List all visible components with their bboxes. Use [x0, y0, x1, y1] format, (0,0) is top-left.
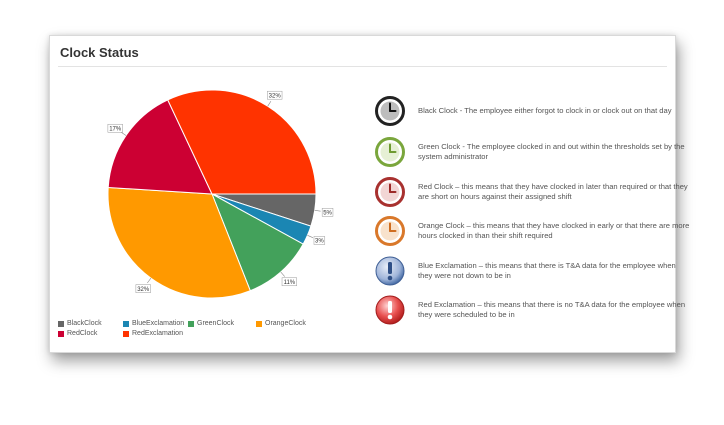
red-clock-icon — [375, 177, 405, 207]
legend-label: OrangeClock — [265, 320, 306, 327]
legend-item-greenclock[interactable]: GreenClock — [188, 320, 234, 327]
pie-data-label: 3% — [315, 239, 324, 245]
legend-swatch-redexclamation — [123, 330, 129, 337]
pie-label-leader — [120, 131, 127, 136]
status-row-blue-exclamation: Blue Exclamation – this means that there… — [375, 256, 690, 286]
pie-slice-redclock[interactable] — [107, 99, 213, 195]
pie-data-label: 11% — [284, 280, 296, 286]
status-row-green-clock: Green Clock - The employee clocked in an… — [375, 137, 690, 167]
legend-item-blackclock[interactable]: BlackClock — [58, 320, 102, 327]
pie-data-label: 32% — [137, 287, 150, 293]
legend-label: RedClock — [67, 330, 98, 337]
blue-exclamation-icon — [375, 256, 405, 286]
pie-label-leader — [314, 209, 321, 212]
legend-item-redexclamation[interactable]: RedExclamation — [123, 330, 183, 337]
pie-label-leader — [280, 271, 285, 277]
panel-title: Clock Status — [60, 45, 139, 60]
status-row-red-exclamation: Red Exclamation – this means that there … — [375, 295, 690, 325]
status-description: Red Exclamation – this means that there … — [418, 300, 686, 319]
legend-swatch-blueexclamation — [123, 320, 129, 327]
status-description: Orange Clock – this means that they have… — [418, 221, 690, 240]
status-row-red-clock: Red Clock – this means that they have cl… — [375, 177, 690, 207]
status-row-black-clock: Black Clock - The employee either forgot… — [375, 96, 690, 126]
pie-label-leader — [307, 235, 314, 238]
pie-label-box — [281, 277, 297, 287]
pie-data-label: 17% — [109, 126, 122, 132]
status-description: Red Clock – this means that they have cl… — [418, 182, 688, 201]
orange-clock-icon — [375, 216, 405, 246]
status-description: Green Clock - The employee clocked in an… — [418, 142, 685, 161]
legend-swatch-greenclock — [188, 320, 194, 327]
black-clock-icon — [375, 96, 405, 126]
status-row-orange-clock: Orange Clock – this means that they have… — [375, 216, 690, 246]
legend-item-orangeclock[interactable]: OrangeClock — [256, 320, 306, 327]
pie-data-label: 32% — [269, 93, 282, 99]
pie-label-box — [321, 208, 334, 217]
pie-label-leader — [267, 100, 272, 107]
pie-label-box — [107, 123, 123, 133]
legend-label: RedExclamation — [132, 330, 183, 337]
pie-label-box — [267, 90, 283, 100]
green-clock-icon — [375, 137, 405, 167]
pie-slice-redexclamation[interactable] — [167, 89, 317, 195]
title-divider — [58, 66, 667, 67]
status-description: Blue Exclamation – this means that there… — [418, 261, 676, 280]
legend-item-redclock[interactable]: RedClock — [58, 330, 97, 337]
legend-label: GreenClock — [197, 320, 234, 327]
status-description: Black Clock - The employee either forgot… — [418, 106, 672, 115]
legend-swatch-orangeclock — [256, 320, 262, 327]
pie-label-box — [313, 236, 326, 245]
pie-label-box — [135, 284, 151, 293]
legend-label: BlackClock — [67, 320, 102, 327]
pie-data-label: 5% — [323, 211, 332, 217]
pie-slice-greenclock[interactable] — [211, 192, 304, 292]
pie-slice-orangeclock[interactable] — [107, 186, 251, 299]
red-exclamation-icon — [375, 295, 405, 325]
pie-chart: 5% 3% 11% 32% 17% 32% — [107, 89, 334, 299]
pie-label-leader — [147, 277, 152, 284]
legend-swatch-redclock — [58, 330, 64, 337]
legend-item-blueexclamation[interactable]: BlueExclamation — [123, 320, 184, 327]
legend-swatch-blackclock — [58, 320, 64, 327]
legend-label: BlueExclamation — [132, 320, 185, 327]
clock-status-panel: Clock Status 5% 3% 11% 32% 17% 32% BlackClock… — [49, 35, 689, 353]
